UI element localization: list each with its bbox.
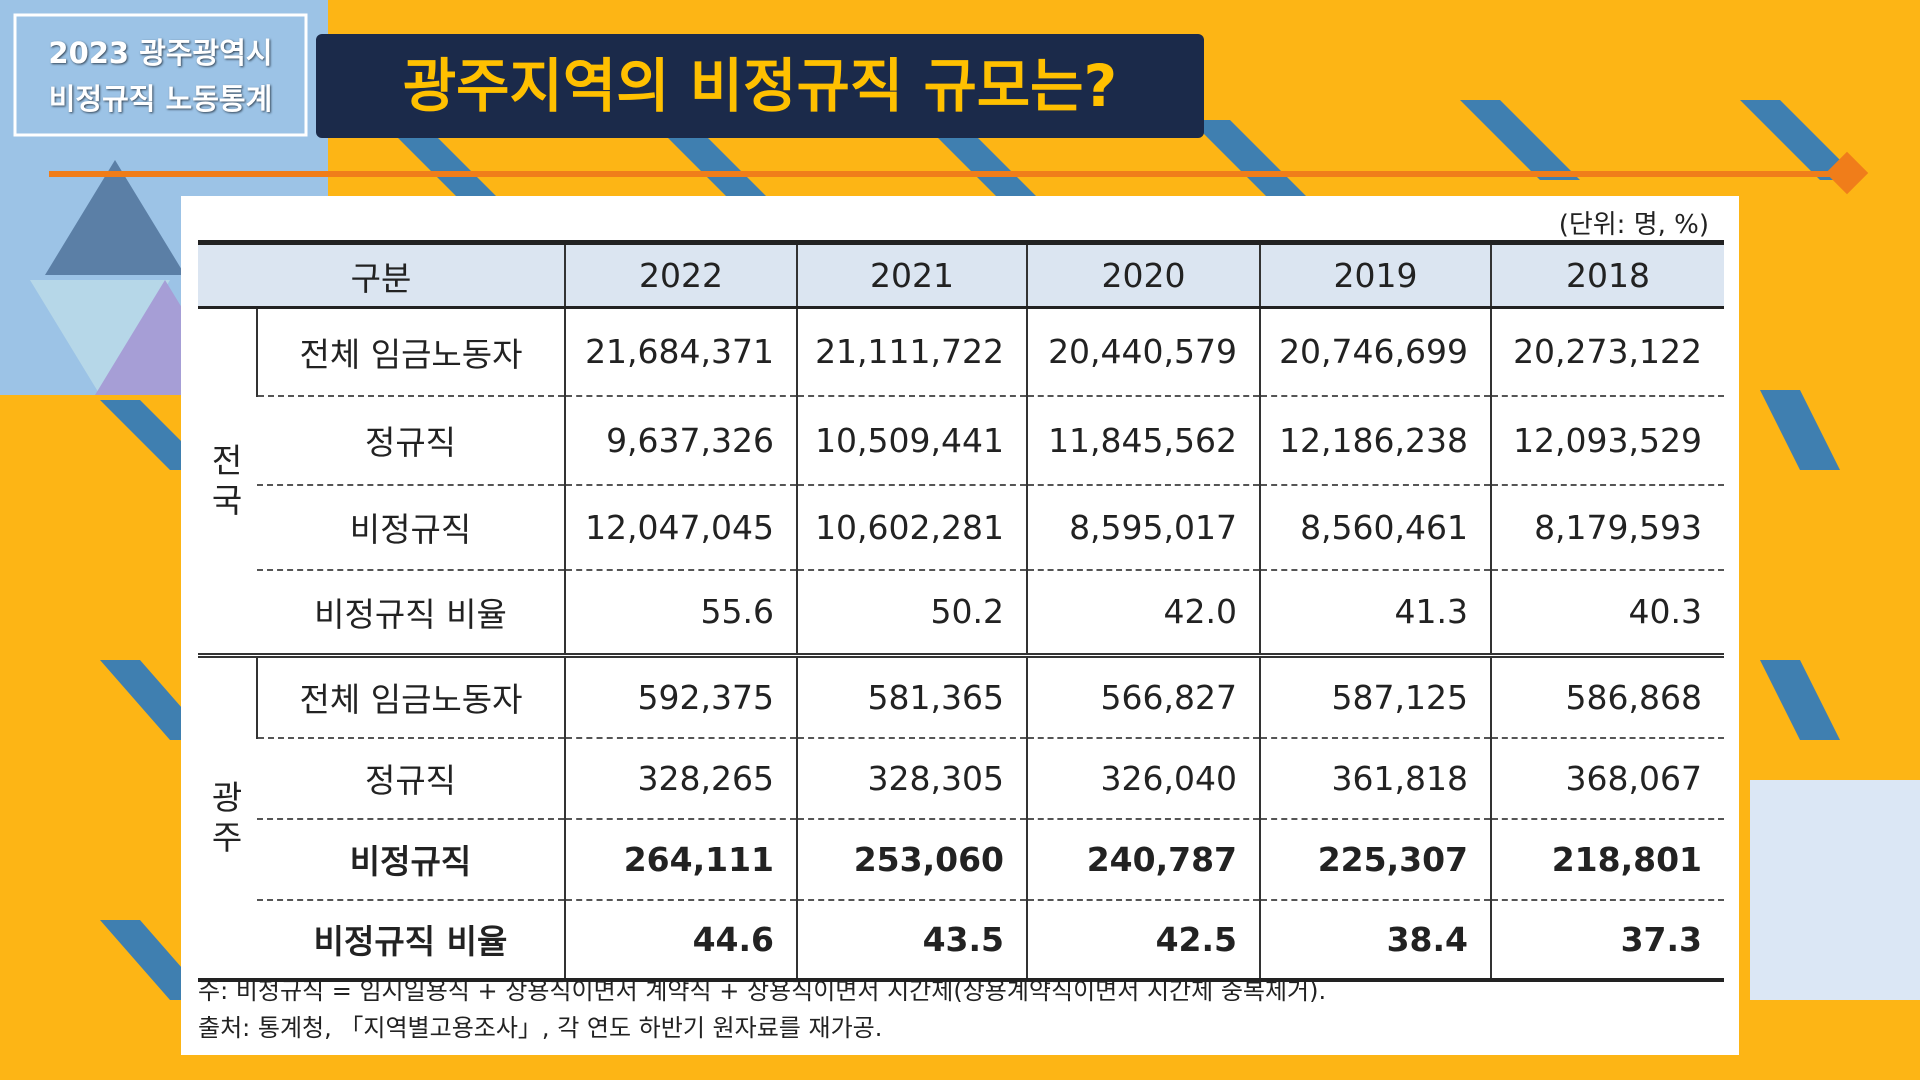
- header-cell: 2020: [1026, 240, 1261, 309]
- value-cell: 42.0: [1026, 569, 1261, 658]
- row-label: 비정규직 비율: [257, 569, 566, 658]
- table-row: 정규직 328,265 328,305 326,040 361,818 368,067: [198, 737, 1725, 820]
- table-row: 비정규직 12,047,045 10,602,281 8,595,017 8,560,4…: [198, 484, 1725, 571]
- row-label: 정규직: [257, 737, 566, 820]
- unit-label: (단위: 명, %): [1558, 210, 1709, 240]
- value-cell: 43.5: [796, 899, 1028, 982]
- value-cell: 42.5: [1026, 899, 1261, 982]
- value-cell: 218,801: [1490, 818, 1725, 901]
- value-cell: 55.6: [564, 569, 798, 658]
- row-label: 전체 임금노동자: [255, 307, 566, 397]
- value-cell: 12,093,529: [1490, 395, 1725, 486]
- value-cell: 20,273,122: [1490, 307, 1725, 397]
- table-row: 전 국 전체 임금노동자 21,684,371 21,111,722 20,440,579…: [198, 307, 1725, 658]
- value-cell: 8,595,017: [1026, 484, 1261, 571]
- value-cell: 20,746,699: [1259, 307, 1492, 397]
- value-cell: 368,067: [1490, 737, 1725, 820]
- group-char: 주: [211, 817, 243, 857]
- chart-icon: [1750, 780, 1920, 1000]
- value-cell: 9,637,326: [564, 395, 798, 486]
- badge-line: 비정규직 노동통계: [48, 82, 273, 116]
- triangle: [30, 280, 170, 395]
- value-cell: 8,560,461: [1259, 484, 1492, 571]
- row-label: 비정규직: [257, 818, 566, 901]
- note: 출처: 통계청, 「지역별고용조사」, 각 연도 하반기 원자료를 재가공.: [198, 1014, 883, 1042]
- group-char: 광: [211, 777, 243, 817]
- table-row: 비정규직 비율 55.6 50.2 42.0 41.3 40.3: [198, 569, 1725, 658]
- value-cell: 264,111: [564, 818, 798, 901]
- value-cell: 10,509,441: [796, 395, 1028, 486]
- triangle: [45, 160, 185, 275]
- value-cell: 566,827: [1026, 655, 1261, 739]
- page-title: 광주지역의 비정규직 규모는?: [402, 52, 1118, 120]
- table-row: 비정규직 264,111 253,060 240,787 225,307 218,801: [198, 818, 1725, 901]
- header-cell: 구분: [198, 240, 566, 309]
- header-row: 구분 2022 2021 2020 2019 2018: [198, 240, 1725, 309]
- value-cell: 581,365: [796, 655, 1028, 739]
- value-cell: 361,818: [1259, 737, 1492, 820]
- value-cell: 592,375: [564, 655, 798, 739]
- value-cell: 12,186,238: [1259, 395, 1492, 486]
- row-label: 비정규직: [257, 484, 566, 571]
- value-cell: 38.4: [1259, 899, 1492, 982]
- header-cell: 2021: [796, 240, 1028, 309]
- value-cell: 40.3: [1490, 569, 1725, 658]
- table-row: 광 주 전체 임금노동자 592,375 581,365 566,827 587,125 58…: [198, 655, 1725, 982]
- value-cell: 240,787: [1026, 818, 1261, 901]
- table-row: 비정규직 비율 44.6 43.5 42.5 38.4 37.3: [198, 899, 1725, 982]
- divider-tip: [1825, 151, 1869, 195]
- value-cell: 20,440,579: [1026, 307, 1261, 397]
- value-cell: 587,125: [1259, 655, 1492, 739]
- value-cell: 8,179,593: [1490, 484, 1725, 571]
- value-cell: 253,060: [796, 818, 1028, 901]
- data-table: 구분 2022 2021 2020 2019 2018 전 국 전체 임금노동자 21,684,3…: [198, 240, 1725, 982]
- row-label: 전체 임금노동자: [255, 655, 566, 739]
- value-cell: 10,602,281: [796, 484, 1028, 571]
- header-cell: 2022: [564, 240, 798, 309]
- value-cell: 225,307: [1259, 818, 1492, 901]
- title-box: [316, 34, 1204, 138]
- badge-line: 2023 광주광역시: [48, 36, 273, 70]
- badge-frame: [13, 13, 308, 137]
- group-char: 국: [211, 481, 243, 520]
- value-cell: 586,868: [1490, 655, 1725, 739]
- value-cell: 50.2: [796, 569, 1028, 658]
- table-panel: (단위: 명, %) 구분 2022 2021 2020 2019 2018 전 국 전체 임금…: [181, 196, 1739, 1055]
- row-label: 정규직: [257, 395, 566, 486]
- value-cell: 44.6: [564, 899, 798, 982]
- value-cell: 37.3: [1490, 899, 1725, 982]
- header-cell: 2018: [1490, 240, 1725, 309]
- value-cell: 328,265: [564, 737, 798, 820]
- value-cell: 11,845,562: [1026, 395, 1261, 486]
- value-cell: 41.3: [1259, 569, 1492, 658]
- value-cell: 21,111,722: [796, 307, 1028, 397]
- header-cell: 2019: [1259, 240, 1492, 309]
- badge: 2023 광주광역시 비정규직 노동통계: [15, 30, 306, 122]
- value-cell: 12,047,045: [564, 484, 798, 571]
- value-cell: 326,040: [1026, 737, 1261, 820]
- table-row: 정규직 9,637,326 10,509,441 11,845,562 12,186,2…: [198, 395, 1725, 486]
- row-label: 비정규직 비율: [257, 899, 566, 982]
- value-cell: 21,684,371: [564, 307, 798, 397]
- value-cell: 328,305: [796, 737, 1028, 820]
- group-char: 전: [211, 441, 243, 480]
- note: 주: 비정규직 = 임시일용직 + 상용직이면서 계약직 + 상용직이면서 시간…: [198, 977, 1327, 1005]
